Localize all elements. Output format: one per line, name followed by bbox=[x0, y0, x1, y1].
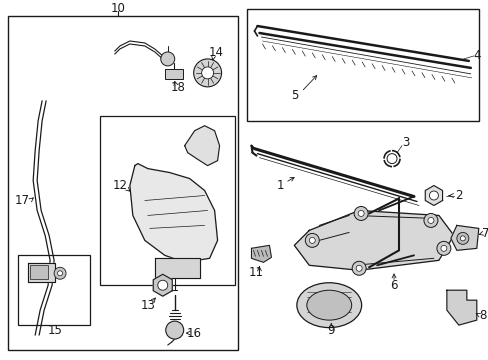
Circle shape bbox=[161, 52, 174, 66]
Bar bbox=[247, 9, 478, 121]
Text: 15: 15 bbox=[47, 324, 62, 337]
Circle shape bbox=[456, 233, 468, 244]
Circle shape bbox=[351, 261, 366, 275]
Text: 8: 8 bbox=[478, 309, 486, 321]
Polygon shape bbox=[130, 163, 217, 262]
Text: 5: 5 bbox=[290, 89, 297, 102]
Text: 4: 4 bbox=[472, 49, 480, 62]
Circle shape bbox=[353, 207, 367, 220]
Polygon shape bbox=[155, 258, 199, 278]
Text: 9: 9 bbox=[327, 324, 334, 337]
Text: 17: 17 bbox=[15, 194, 30, 207]
Bar bbox=[30, 265, 48, 279]
Ellipse shape bbox=[296, 283, 361, 328]
Text: 3: 3 bbox=[402, 136, 409, 149]
Polygon shape bbox=[251, 246, 271, 262]
Bar bbox=[100, 116, 234, 285]
Polygon shape bbox=[184, 126, 219, 166]
Polygon shape bbox=[446, 290, 476, 325]
Text: 7: 7 bbox=[481, 227, 488, 240]
Circle shape bbox=[54, 267, 66, 279]
Text: 18: 18 bbox=[170, 81, 185, 94]
Ellipse shape bbox=[306, 290, 351, 320]
Circle shape bbox=[436, 241, 450, 255]
Circle shape bbox=[355, 265, 362, 271]
Text: 16: 16 bbox=[187, 327, 202, 339]
Circle shape bbox=[158, 280, 167, 290]
Text: 2: 2 bbox=[454, 189, 462, 202]
Bar bbox=[164, 69, 183, 79]
Circle shape bbox=[423, 213, 437, 228]
Circle shape bbox=[165, 321, 183, 339]
Circle shape bbox=[58, 271, 62, 276]
Circle shape bbox=[193, 59, 221, 87]
Bar bbox=[8, 16, 237, 350]
Bar bbox=[18, 255, 90, 325]
Text: 13: 13 bbox=[140, 299, 155, 312]
Polygon shape bbox=[425, 185, 442, 206]
Circle shape bbox=[357, 211, 364, 216]
Circle shape bbox=[459, 236, 465, 241]
Polygon shape bbox=[450, 225, 478, 250]
Circle shape bbox=[309, 237, 315, 243]
Text: 1: 1 bbox=[276, 179, 284, 192]
Text: 14: 14 bbox=[209, 46, 224, 59]
Polygon shape bbox=[294, 211, 453, 270]
Text: 10: 10 bbox=[110, 1, 125, 15]
Text: 6: 6 bbox=[389, 279, 397, 292]
Circle shape bbox=[201, 67, 213, 79]
Polygon shape bbox=[153, 274, 172, 296]
Text: 11: 11 bbox=[248, 266, 264, 279]
Circle shape bbox=[427, 217, 433, 224]
Circle shape bbox=[428, 191, 438, 200]
Text: 12: 12 bbox=[112, 179, 127, 192]
Circle shape bbox=[440, 246, 446, 251]
Circle shape bbox=[386, 154, 396, 163]
Polygon shape bbox=[28, 263, 55, 282]
Circle shape bbox=[305, 233, 319, 247]
